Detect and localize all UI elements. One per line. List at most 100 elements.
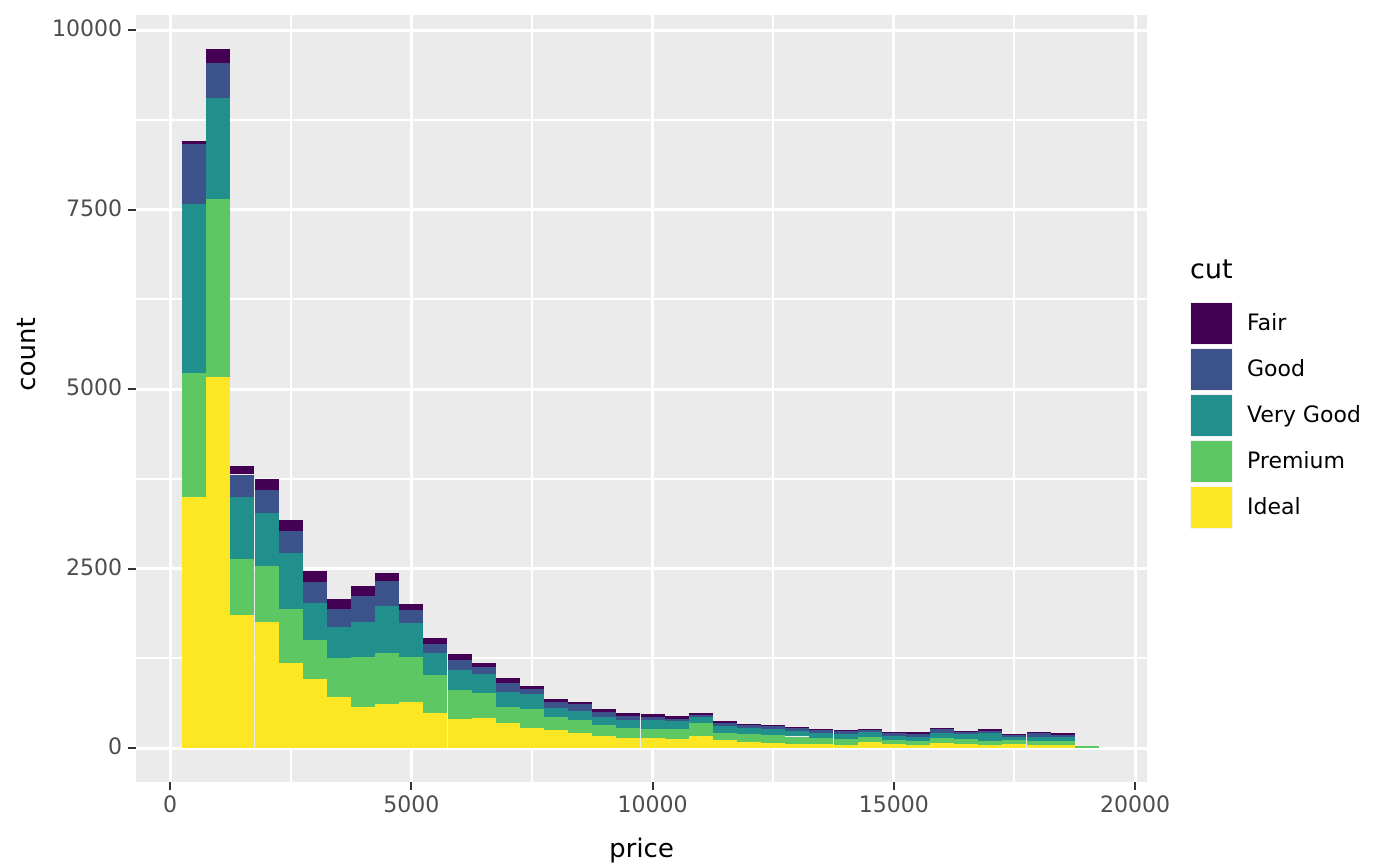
bar-segment-ideal [881,743,906,748]
bar-segment-premium [471,692,496,719]
bar-segment-very-good [254,512,279,566]
bar-segment-good [881,733,906,736]
bar-segment-very-good [616,720,641,729]
bar-segment-ideal [568,733,593,748]
bar-segment-good [495,683,520,692]
bar-segment-premium [712,732,737,740]
bar-segment-good [930,728,955,734]
bar-segment-very-good [399,622,424,658]
bar-segment-fair [833,729,858,732]
gridline-y-major [136,387,1147,391]
gridline-y-minor [136,118,1147,121]
bar-segment-very-good [206,98,231,199]
bar-segment-very-good [1050,737,1075,741]
bar-segment-premium [544,717,569,730]
bar-segment-good [278,530,303,554]
bar-segment-ideal [809,744,834,748]
bar-segment-good [1002,735,1027,738]
bar-segment-premium [399,657,424,702]
bar-segment-premium [519,709,544,729]
bar-segment-ideal [737,741,762,748]
bar-segment-very-good [785,730,810,737]
y-tick-label: 7500 [66,196,122,222]
bar-segment-premium [664,729,689,739]
bar-segment-good [905,734,930,737]
bar-segment-very-good [182,203,207,374]
bar-segment-fair [930,728,955,729]
bar-segment-premium [278,609,303,663]
bar-segment-ideal [978,745,1003,748]
legend-item-ideal: Ideal [1190,486,1361,529]
bar-segment-good [544,701,569,709]
bar-segment-good [688,714,713,718]
bar-segment-premium [881,740,906,744]
bar-segment-very-good [447,670,472,690]
bar-segment-premium [833,739,858,745]
bar-segment-fair [399,604,424,610]
bar-segment-very-good [712,726,737,733]
bar-segment-very-good [640,720,665,730]
bar-segment-good [785,728,810,731]
bar-segment-fair [351,586,376,596]
bar-segment-premium [857,737,882,743]
bar-segment-premium [1002,740,1027,745]
bar-segment-ideal [1026,745,1051,748]
y-axis-title: count [12,316,42,391]
x-tick-label: 20000 [1100,793,1170,818]
bar-segment-ideal [544,729,569,748]
legend-label: Good [1247,357,1305,382]
bar-segment-fair [471,663,496,668]
bar-segment-very-good [1002,737,1027,740]
bar-segment-good [302,581,327,604]
legend-swatch [1190,348,1233,391]
y-tick-mark [128,747,136,749]
bar-segment-very-good [471,674,496,693]
bar-segment-premium [785,736,810,744]
bar-segment-ideal [640,738,665,748]
gridline-x-major [892,15,896,782]
x-axis-title: price [609,834,674,864]
legend-item-premium: Premium [1190,440,1361,483]
bar-segment-very-good [351,621,376,657]
legend-swatch [1190,302,1233,345]
bar-segment-ideal [785,743,810,748]
bar-segment-very-good [688,717,713,723]
bar-segment-ideal [206,376,231,748]
bar-segment-good [351,596,376,622]
bar-segment-ideal [761,742,786,748]
bar-segment-good [399,610,424,623]
bar-segment-very-good [905,736,930,741]
y-tick-label: 2500 [66,555,122,581]
bar-segment-fair [954,730,979,732]
bar-segment-ideal [302,679,327,748]
bar-segment-very-good [1026,736,1051,741]
bar-segment-premium [737,734,762,742]
bar-segment-ideal [954,743,979,748]
legend-label: Ideal [1247,495,1301,520]
bar-segment-ideal [471,718,496,748]
x-tick-mark [410,782,413,790]
bar-segment-fair [544,699,569,702]
bar-segment-fair [809,728,834,730]
bar-segment-premium [423,675,448,714]
bar-segment-good [568,704,593,712]
bar-segment-premium [1050,740,1075,745]
bar-segment-ideal [182,496,207,748]
bar-segment-fair [182,140,207,144]
bar-segment-very-good [326,626,351,659]
legend-title: cut [1190,254,1233,285]
bar-segment-premium [375,653,400,704]
bar-segment-ideal [375,704,400,748]
bar-segment-ideal [905,744,930,748]
bar-segment-very-good [495,691,520,707]
bar-segment-very-good [519,694,544,710]
bar-segment-good [1026,733,1051,737]
x-tick-mark [1134,782,1136,790]
bar-segment-premium [640,729,665,739]
y-tick-mark [128,388,136,390]
bar-segment-premium [182,373,207,497]
bar-segment-good [375,581,400,606]
gridline-y-minor [136,298,1147,301]
gridline-x-major [168,15,172,782]
bar-segment-good [230,474,255,498]
